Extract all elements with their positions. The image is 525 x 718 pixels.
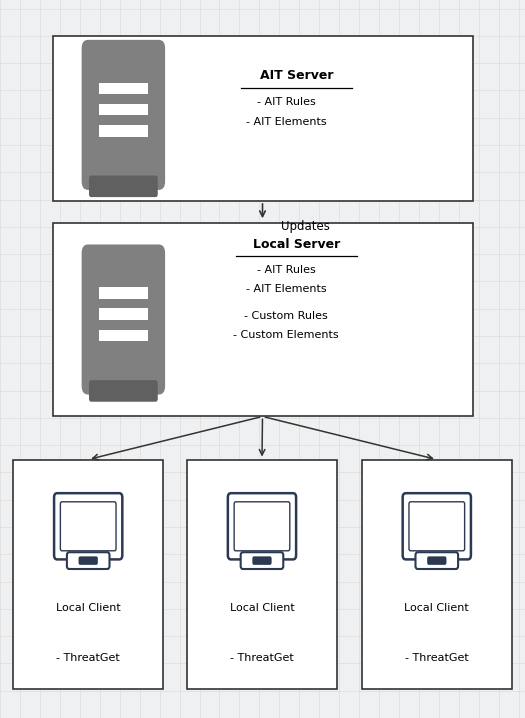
- FancyBboxPatch shape: [81, 245, 165, 395]
- FancyBboxPatch shape: [60, 502, 116, 551]
- Text: - AIT Rules: - AIT Rules: [257, 97, 316, 107]
- Text: Local Client: Local Client: [404, 602, 469, 612]
- FancyBboxPatch shape: [79, 556, 98, 565]
- Text: Local Server: Local Server: [253, 238, 340, 251]
- Text: - ThreatGet: - ThreatGet: [56, 653, 120, 663]
- FancyBboxPatch shape: [54, 493, 122, 559]
- Bar: [68, 512, 109, 541]
- FancyBboxPatch shape: [89, 176, 158, 197]
- Text: - ThreatGet: - ThreatGet: [405, 653, 469, 663]
- Text: AIT Server: AIT Server: [260, 69, 333, 82]
- FancyBboxPatch shape: [253, 556, 271, 565]
- Bar: [99, 287, 148, 299]
- FancyBboxPatch shape: [427, 556, 446, 565]
- Bar: [99, 104, 148, 116]
- FancyBboxPatch shape: [81, 40, 165, 190]
- Text: Local Client: Local Client: [56, 602, 121, 612]
- Text: - Custom Rules: - Custom Rules: [244, 311, 328, 321]
- FancyBboxPatch shape: [234, 502, 290, 551]
- Bar: [99, 83, 148, 94]
- Text: Local Client: Local Client: [229, 602, 295, 612]
- Bar: [416, 512, 457, 541]
- Text: Updates: Updates: [281, 220, 330, 233]
- Bar: [242, 512, 282, 541]
- FancyBboxPatch shape: [228, 493, 296, 559]
- Text: - Custom Elements: - Custom Elements: [233, 330, 339, 340]
- Text: - AIT Elements: - AIT Elements: [246, 117, 327, 127]
- FancyBboxPatch shape: [403, 493, 471, 559]
- FancyBboxPatch shape: [240, 552, 284, 569]
- Bar: [99, 330, 148, 341]
- FancyBboxPatch shape: [67, 552, 110, 569]
- Bar: [99, 309, 148, 320]
- FancyBboxPatch shape: [52, 36, 472, 201]
- Text: - ThreatGet: - ThreatGet: [230, 653, 294, 663]
- Text: - AIT Elements: - AIT Elements: [246, 284, 327, 294]
- FancyBboxPatch shape: [409, 502, 465, 551]
- FancyBboxPatch shape: [89, 381, 158, 402]
- FancyBboxPatch shape: [13, 460, 163, 689]
- FancyBboxPatch shape: [187, 460, 337, 689]
- FancyBboxPatch shape: [362, 460, 512, 689]
- Text: - AIT Rules: - AIT Rules: [257, 265, 316, 275]
- FancyBboxPatch shape: [52, 223, 472, 416]
- FancyBboxPatch shape: [415, 552, 458, 569]
- Bar: [99, 125, 148, 136]
